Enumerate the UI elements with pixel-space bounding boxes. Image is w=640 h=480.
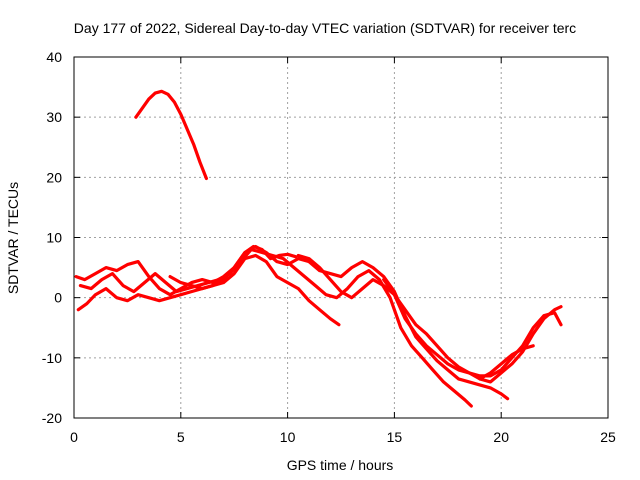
y-tick-label: -20 [42, 410, 62, 426]
y-tick-label: 0 [54, 290, 62, 306]
y-tick-label: 20 [46, 169, 62, 185]
y-tick-label: 40 [46, 49, 62, 65]
x-tick-label: 10 [280, 429, 296, 445]
series-line-arc-8 [478, 344, 535, 381]
data-series [74, 89, 563, 408]
series-line-arc-1 [134, 89, 208, 181]
axis-ticks: 0 5 10 15 20 25 -20 -10 0 10 20 30 40 [42, 49, 616, 445]
y-tick-label: 10 [46, 230, 62, 246]
series-line-arc-4 [78, 247, 473, 408]
x-tick-label: 20 [493, 429, 509, 445]
series-line-arc-3 [76, 253, 341, 327]
chart-title: Day 177 of 2022, Sidereal Day-to-day VTE… [74, 20, 576, 36]
series-line-arc-6 [296, 253, 563, 384]
x-tick-label: 25 [600, 429, 616, 445]
series-line-arc-7 [382, 278, 563, 378]
grid-lines [74, 57, 608, 418]
series-line-arc-5 [168, 244, 510, 401]
x-tick-label: 15 [387, 429, 403, 445]
y-axis-label: SDTVAR / TECUs [5, 182, 21, 294]
x-tick-label: 0 [70, 429, 78, 445]
y-tick-label: 30 [46, 109, 62, 125]
x-axis-label: GPS time / hours [287, 457, 394, 473]
y-tick-label: -10 [42, 350, 62, 366]
x-tick-label: 5 [177, 429, 185, 445]
